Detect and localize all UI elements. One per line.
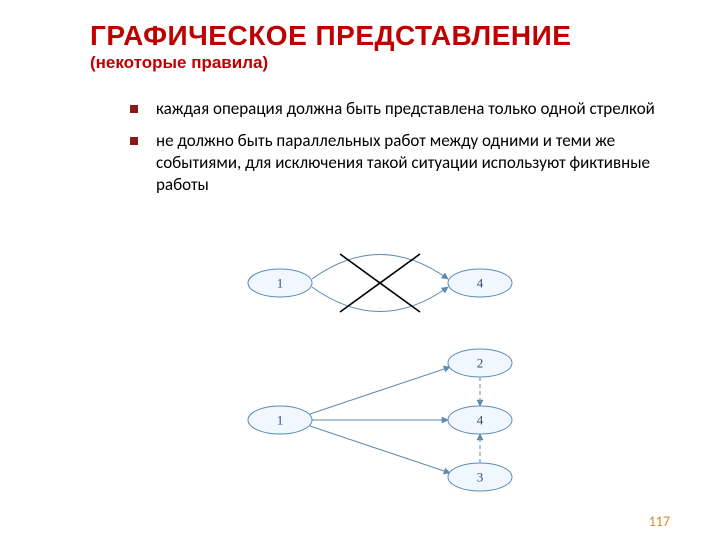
bullet-text: не должно быть параллельных работ между …: [156, 130, 660, 196]
bullet-list: каждая операция должна быть представлена…: [130, 98, 660, 206]
svg-text:4: 4: [477, 413, 484, 428]
svg-text:2: 2: [477, 356, 484, 371]
svg-text:1: 1: [277, 276, 284, 291]
page-title: ГРАФИЧЕСКОЕ ПРЕДСТАВЛЕНИЕ: [90, 20, 571, 52]
svg-text:4: 4: [477, 276, 484, 291]
bullet-icon: [130, 105, 138, 113]
bullet-text: каждая операция должна быть представлена…: [156, 98, 655, 120]
diagram-correct: 1 2 3 4: [210, 345, 550, 505]
list-item: не должно быть параллельных работ между …: [130, 130, 660, 196]
svg-text:3: 3: [477, 470, 484, 485]
page-subtitle: (некоторые правила): [90, 53, 268, 73]
list-item: каждая операция должна быть представлена…: [130, 98, 660, 120]
diagram-incorrect: 14: [210, 238, 550, 328]
page-number: 117: [649, 513, 670, 530]
bullet-icon: [130, 137, 138, 145]
svg-text:1: 1: [277, 413, 284, 428]
